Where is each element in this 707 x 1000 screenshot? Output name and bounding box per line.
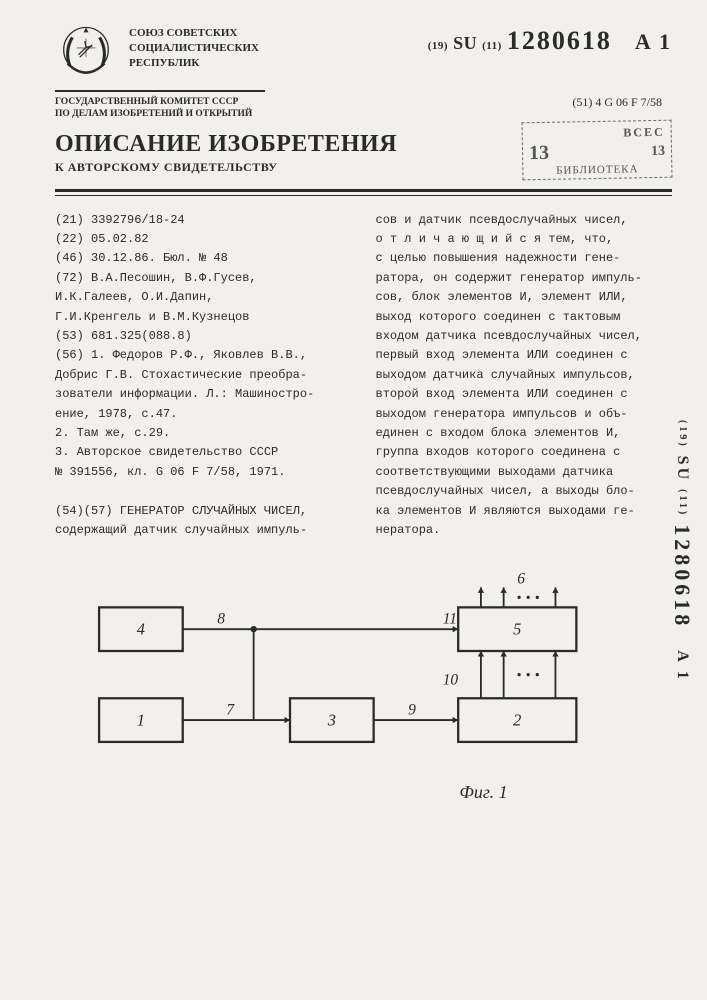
text-line: (46) 30.12.86. Бюл. № 48: [55, 250, 352, 267]
text-line: группа входов которого соединена с: [376, 444, 673, 461]
text-line: выход которого соединен с тактовым: [376, 309, 673, 326]
text-line: ратора, он содержит генератор импуль-: [376, 270, 673, 287]
left-column: (21) 3392796/18-24 (22) 05.02.82 (46) 30.1…: [55, 212, 352, 542]
svg-text:1: 1: [137, 711, 145, 730]
stamp-mid-right: 13: [651, 144, 665, 160]
figure-label: Фиг. 1: [295, 782, 672, 803]
svg-text:11: 11: [443, 611, 457, 628]
text-line: с целью повышения надежности гене-: [376, 250, 673, 267]
text-line: выходом генератора импульсов и объ-: [376, 406, 673, 423]
stamp-bottom: БИБЛИОТЕКА: [529, 162, 665, 176]
divider-thin: [55, 195, 672, 196]
text-line: единен с входом блока элементов И,: [376, 425, 673, 442]
text-line: [55, 483, 352, 500]
text-line: (21) 3392796/18-24: [55, 212, 352, 229]
title-block: ОПИСАНИЕ ИЗОБРЕТЕНИЯ К АВТОРСКОМУ СВИДЕТ…: [55, 131, 672, 179]
text-line: о т л и ч а ю щ и й с я тем, что,: [376, 231, 673, 248]
text-line: псевдослучайных чисел, а выходы бло-: [376, 483, 673, 500]
ussr-emblem-icon: [55, 20, 117, 82]
text-line: И.К.Галеев, О.И.Дапин,: [55, 289, 352, 306]
svg-text:3: 3: [327, 711, 336, 730]
text-line: нератора.: [376, 522, 673, 539]
document-number: (19) SU (11) 1280618 A 1: [428, 20, 672, 56]
org-name: СОЮЗ СОВЕТСКИХСОЦИАЛИСТИЧЕСКИХРЕСПУБЛИК: [129, 20, 416, 71]
text-line: 3. Авторское свидетельство СССР: [55, 444, 352, 461]
right-column: сов и датчик псевдослучайных чисел, о т л…: [376, 212, 673, 542]
stamp-mid-left: 13: [529, 142, 549, 164]
text-line: 2. Там же, с.29.: [55, 425, 352, 442]
text-line: ка элементов И являются выходами ге-: [376, 503, 673, 520]
svg-text:4: 4: [137, 620, 145, 639]
text-line: (56) 1. Федоров Р.Ф., Яковлев В.В.,: [55, 347, 352, 364]
text-line: зователи информации. Л.: Машиностро-: [55, 386, 352, 403]
svg-text:2: 2: [513, 711, 521, 730]
text-line: сов, блок элементов И, элемент ИЛИ,: [376, 289, 673, 306]
text-line: второй вход элемента ИЛИ соединен с: [376, 386, 673, 403]
stamp-top: ВСЕС: [529, 125, 665, 142]
svg-text:6: 6: [517, 571, 525, 588]
svg-text:5: 5: [513, 620, 521, 639]
text-line: (22) 05.02.82: [55, 231, 352, 248]
block-diagram: 4 1 3 5 2 8 7 9 11 10 6: [75, 571, 605, 771]
text-line: № 391556, кл. G 06 F 7/58, 1971.: [55, 464, 352, 481]
text-line: ение, 1978, с.47.: [55, 406, 352, 423]
svg-text:10: 10: [443, 672, 459, 689]
divider-thick: [55, 189, 672, 192]
header-row: СОЮЗ СОВЕТСКИХСОЦИАЛИСТИЧЕСКИХРЕСПУБЛИК …: [55, 20, 672, 82]
text-line: содержащий датчик случайных импуль-: [55, 522, 352, 539]
side-document-number: (19) SU (11) 1280618 A 1: [669, 420, 695, 682]
svg-text:9: 9: [408, 702, 416, 719]
main-title: ОПИСАНИЕ ИЗОБРЕТЕНИЯ: [55, 131, 512, 158]
text-line: первый вход элемента ИЛИ соединен с: [376, 347, 673, 364]
text-line: сов и датчик псевдослучайных чисел,: [376, 212, 673, 229]
text-line: соответствующими выходами датчика: [376, 464, 673, 481]
svg-text:7: 7: [226, 702, 235, 719]
text-line: Г.И.Кренгель и В.М.Кузнецов: [55, 309, 352, 326]
classification-code: (51) 4 G 06 F 7/58: [572, 95, 662, 110]
text-line: выходом датчика случайных импульсов,: [376, 367, 673, 384]
svg-text:8: 8: [217, 611, 225, 628]
sub-title: К АВТОРСКОМУ СВИДЕТЕЛЬСТВУ: [55, 160, 512, 175]
text-line: Добрис Г.В. Стохастические преобра-: [55, 367, 352, 384]
text-columns: (21) 3392796/18-24 (22) 05.02.82 (46) 30.1…: [55, 212, 672, 542]
diagram-area: 4 1 3 5 2 8 7 9 11 10 6 Фиг. 1: [75, 571, 672, 803]
text-line: входом датчика псевдослучайных чисел,: [376, 328, 673, 345]
text-line: (72) В.А.Песошин, В.Ф.Гусев,: [55, 270, 352, 287]
text-line: (53) 681.325(088.8): [55, 328, 352, 345]
committee-name: ГОСУДАРСТВЕННЫЙ КОМИТЕТ СССРПО ДЕЛАМ ИЗО…: [55, 90, 265, 121]
library-stamp: ВСЕС 13 13 БИБЛИОТЕКА: [522, 119, 673, 180]
text-line: (54)(57) ГЕНЕРАТОР СЛУЧАЙНЫХ ЧИСЕЛ,: [55, 503, 352, 520]
